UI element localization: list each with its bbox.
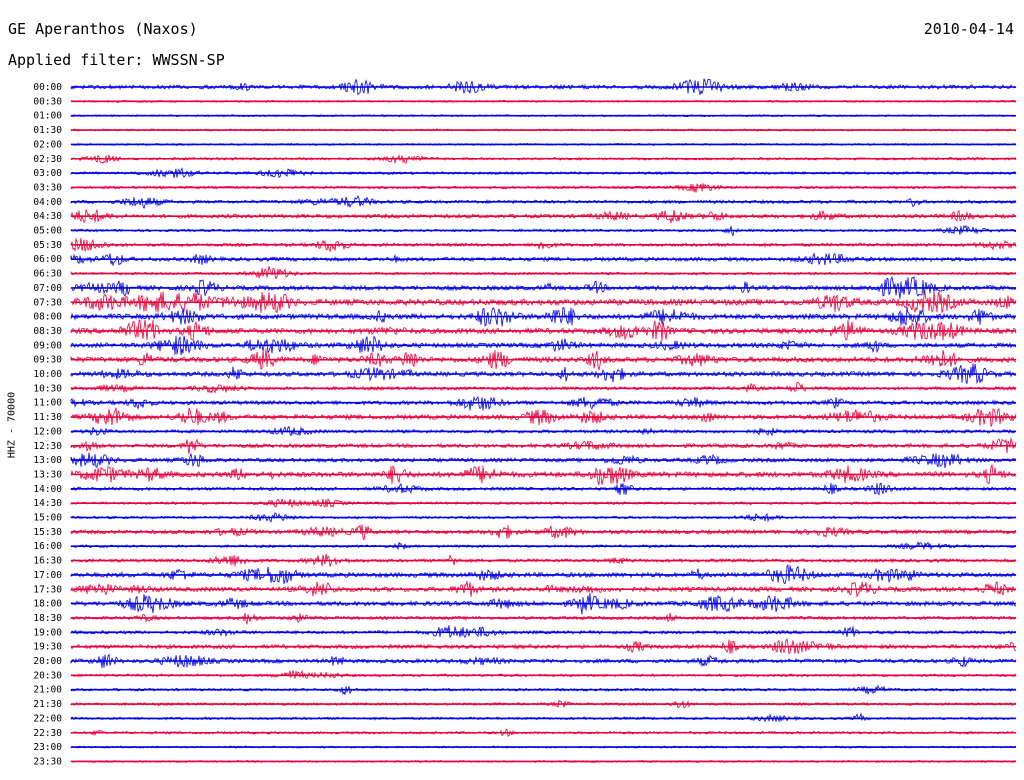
time-label: 01:00 <box>33 111 62 122</box>
time-label: 11:00 <box>33 398 62 409</box>
time-label: 13:00 <box>33 455 62 466</box>
time-label: 10:30 <box>33 383 62 394</box>
seismic-trace <box>70 266 1016 280</box>
seismic-trace <box>70 625 1017 639</box>
time-label: 06:30 <box>33 269 62 280</box>
time-label: 03:30 <box>33 182 62 193</box>
time-label: 19:30 <box>33 642 62 653</box>
time-label: 17:30 <box>33 584 62 595</box>
time-label: 03:00 <box>33 168 62 179</box>
time-label: 04:00 <box>33 197 62 208</box>
time-label: 02:30 <box>33 154 62 165</box>
time-label: 21:30 <box>33 699 62 710</box>
seismic-trace <box>70 381 1017 394</box>
time-label: 16:30 <box>33 556 62 567</box>
time-label: 20:00 <box>33 656 62 667</box>
seismic-trace <box>70 407 1017 427</box>
time-label: 08:30 <box>33 326 62 337</box>
time-label: 15:00 <box>33 513 62 524</box>
time-label: 21:00 <box>33 685 62 696</box>
time-label: 22:30 <box>33 728 62 739</box>
time-label: 18:30 <box>33 613 62 624</box>
station-title: GE Aperanthos (Naxos) <box>8 20 198 38</box>
time-label: 08:00 <box>33 312 62 323</box>
time-label: 22:00 <box>33 713 62 724</box>
time-label: 11:30 <box>33 412 62 423</box>
time-label: 14:30 <box>33 498 62 509</box>
time-label: 23:00 <box>33 742 62 753</box>
time-label: 05:00 <box>33 226 62 237</box>
time-label: 09:30 <box>33 355 62 366</box>
time-label: 12:00 <box>33 426 62 437</box>
seismic-trace <box>70 395 1017 411</box>
time-label: 00:00 <box>33 82 62 93</box>
time-label: 14:00 <box>33 484 62 495</box>
time-label: 19:00 <box>33 627 62 638</box>
filter-label: Applied filter: WWSSN-SP <box>8 51 225 69</box>
time-label: 06:00 <box>33 254 62 265</box>
time-label: 07:00 <box>33 283 62 294</box>
time-label: 17:00 <box>33 570 62 581</box>
time-label: 15:30 <box>33 527 62 538</box>
time-label: 16:00 <box>33 541 62 552</box>
time-label: 18:00 <box>33 599 62 610</box>
seismic-trace <box>70 653 1017 669</box>
time-label: 07:30 <box>33 297 62 308</box>
seismic-trace <box>70 276 1017 299</box>
time-label: 20:30 <box>33 670 62 681</box>
time-label: 09:00 <box>33 340 62 351</box>
seismic-trace <box>70 670 1017 679</box>
seismic-trace <box>70 592 1017 615</box>
date-label: 2010-04-14 <box>923 20 1014 38</box>
time-label: 04:30 <box>33 211 62 222</box>
time-label: 01:30 <box>33 125 62 136</box>
time-label: 12:30 <box>33 441 62 452</box>
time-label: 02:00 <box>33 139 62 150</box>
time-label: 13:30 <box>33 469 62 480</box>
time-label: 23:30 <box>33 756 62 767</box>
time-label: 00:30 <box>33 96 62 107</box>
time-label: 05:30 <box>33 240 62 251</box>
time-label: 10:00 <box>33 369 62 380</box>
